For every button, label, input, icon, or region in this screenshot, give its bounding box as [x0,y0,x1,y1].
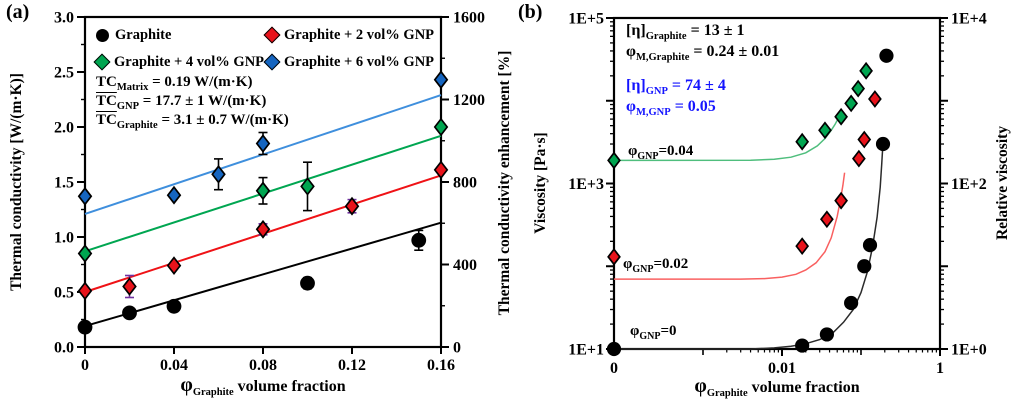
annotation-text: TC [96,93,117,109]
annotation-text: [η] [626,77,646,94]
svg-text:2.5: 2.5 [54,65,74,82]
svg-text:1.5: 1.5 [54,175,74,192]
annotation-text: = 0.05 [670,98,716,115]
curve-label-phi0: φGNP=0 [630,323,677,343]
svg-text:400: 400 [453,257,477,274]
axis-title-viscosity: Viscosity [Pa·s] [532,132,550,234]
axis-title-thermal-conductivity: Thermal conductivity [W/(m·K)] [8,73,26,291]
panel-a-label: (a) [6,1,30,23]
annotation-sub: GNP [645,86,668,98]
curve-label-phi004: φGNP=0.04 [628,143,693,163]
curve-label-text: =0 [660,323,677,339]
annotation-tc-gnp: TCGNP = 17.7 ± 1 W/(m·K) [96,93,266,113]
svg-text:0.08: 0.08 [249,357,277,374]
gnp2-diamond-marker-icon [263,26,281,44]
svg-text:1E+4: 1E+4 [951,11,987,28]
annotation-text: TC [96,112,117,128]
phi-symbol: φ [180,374,193,396]
curve-label-text: =0.02 [653,256,689,272]
legend-label: Graphite + 4 vol% GNP [114,54,265,70]
legend-item-gnp4: Graphite + 4 vol% GNP [93,53,265,71]
svg-text:1E+2: 1E+2 [951,176,987,193]
annotation-sub: M,Graphite [635,52,690,64]
annotation-phim-gnp: φM,GNP = 0.05 [626,98,716,119]
svg-text:1E+5: 1E+5 [568,11,604,28]
axis-title-a-x: φGraphite volume fraction [180,374,345,399]
axis-title-tc-enhancement: Thermal conductivity enhancement [%] [496,50,514,316]
axis-title-relative-viscosity: Relative viscosity [994,125,1012,241]
phi-symbol: φ [623,256,633,272]
axis-text: volume fraction [233,378,346,395]
svg-text:2.0: 2.0 [54,120,74,137]
svg-text:0.01: 0.01 [768,360,796,377]
annotation-text: = 0.24 ± 0.01 [689,43,780,60]
svg-text:1600: 1600 [453,10,485,27]
legend-item-gnp2: Graphite + 2 vol% GNP [263,26,435,44]
panel-a-plot: 0.0 0.5 1.0 1.5 2.0 2.5 3.0 0 400 800 1200 1600 0 0.0… [54,10,485,375]
curve-label-sub: GNP [632,264,654,275]
svg-text:0: 0 [610,360,618,377]
annotation-eta-gnp: [η]GNP = 74 ± 4 [626,77,726,98]
svg-text:0: 0 [81,357,89,374]
annotation-text: = 17.7 ± 1 W/(m·K) [139,93,267,109]
graphite-circle-marker-icon [96,28,109,42]
annotation-text: = 13 ± 1 [686,22,745,39]
panel-b-plot: 1E+1 1E+0 1E+3 1E+2 1E+5 1E+4 0 0.01 1 [568,11,987,378]
svg-text:0.5: 0.5 [54,285,74,302]
legend-label: Graphite + 6 vol% GNP [284,54,435,70]
annotation-sub: Graphite [645,31,687,43]
axis-sub: Graphite [192,387,234,399]
svg-text:1E+1: 1E+1 [568,342,604,359]
annotation-text: φ [626,98,636,115]
curve-label-sub: GNP [637,151,659,162]
axis-title-b-x: φGraphite volume fraction [694,375,859,400]
curve-label-phi002: φGNP=0.02 [623,256,688,276]
svg-text:1.0: 1.0 [54,230,74,247]
legend-label: Graphite [115,27,172,43]
annotation-text: = 74 ± 4 [667,77,726,94]
svg-text:1E+0: 1E+0 [951,342,987,359]
svg-text:0.0: 0.0 [54,340,74,357]
axis-sub: Graphite [706,388,748,400]
annotation-text: = 3.1 ± 0.7 W/(m·K) [157,112,289,128]
annotation-text: = 0.19 W/(m·K) [148,74,253,90]
curve-label-sub: GNP [639,331,661,342]
curve-label-text: =0.04 [658,143,694,159]
svg-text:1E+3: 1E+3 [568,176,604,193]
legend-item-graphite: Graphite [96,27,171,44]
svg-text:1200: 1200 [453,92,485,109]
gnp6-diamond-marker-icon [263,53,281,71]
annotation-text: TC [96,74,117,90]
svg-text:800: 800 [453,175,477,192]
annotation-sub: Matrix [116,82,149,93]
panel-b-label: (b) [518,1,543,23]
annotation-eta-graphite: [η]Graphite = 13 ± 1 [626,22,745,43]
annotation-text: φ [626,43,636,60]
phi-symbol: φ [630,323,640,339]
annotation-tc-matrix: TCMatrix = 0.19 W/(m·K) [96,74,252,94]
annotation-tc-graphite: TCGraphite = 3.1 ± 0.7 W/(m·K) [96,112,289,132]
legend-item-gnp6: Graphite + 6 vol% GNP [263,53,435,71]
svg-text:0.12: 0.12 [338,357,366,374]
svg-text:0.04: 0.04 [160,357,188,374]
legend-label: Graphite + 2 vol% GNP [284,27,435,43]
annotation-sub: GNP [116,101,140,112]
annotation-phim-graphite: φM,Graphite = 0.24 ± 0.01 [626,43,779,64]
phi-symbol: φ [628,143,638,159]
annotation-sub: Graphite [116,120,158,131]
axis-text: volume fraction [747,379,860,396]
annotation-text: [η] [626,22,646,39]
svg-text:0.16: 0.16 [427,357,455,374]
gnp4-diamond-marker-icon [93,53,111,71]
svg-text:1: 1 [936,360,944,377]
phi-symbol: φ [694,375,707,397]
svg-text:3.0: 3.0 [54,10,74,27]
svg-text:0: 0 [453,340,461,357]
annotation-sub: M,GNP [635,107,671,119]
